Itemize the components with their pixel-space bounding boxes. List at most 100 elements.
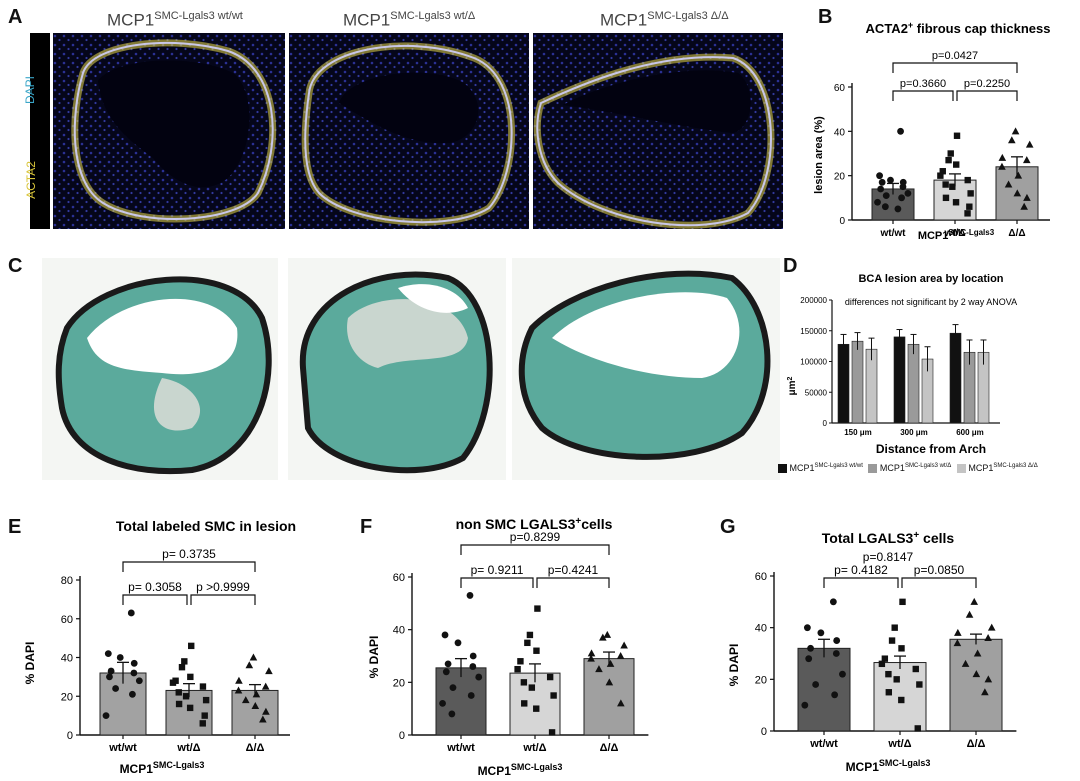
chart-d-xtick-label: 600 μm xyxy=(956,428,984,437)
chart-b-point xyxy=(898,194,905,202)
chart-e-ylabel: % DAPI xyxy=(23,642,37,685)
panel-a-title-2: MCP1SMC-Lgals3 wt/Δ xyxy=(343,10,476,30)
chart-b: ACTA2+ fibrous cap thickness lesion area… xyxy=(813,20,1050,242)
chart-g-point xyxy=(973,649,982,657)
chart-b-point xyxy=(878,178,886,186)
chart-b-point xyxy=(1014,171,1023,179)
chart-e-ytick-label: 20 xyxy=(61,691,73,703)
chart-g-point xyxy=(885,689,893,696)
chart-g-point xyxy=(881,655,889,662)
chart-g-point xyxy=(914,725,921,732)
chart-g-ytick-label: 0 xyxy=(761,726,767,738)
chart-e-point xyxy=(112,685,119,692)
chart-g-point xyxy=(888,637,896,644)
chart-e-point xyxy=(182,693,190,700)
chart-b-xtick-label: wt/wt xyxy=(880,228,907,239)
chart-d-bar xyxy=(907,343,920,424)
chart-b-point xyxy=(942,194,950,202)
chart-e-bracket xyxy=(122,594,188,605)
chart-f-point xyxy=(616,652,625,659)
histology-wt-wt-svg xyxy=(42,258,278,480)
chart-b-ylabel: lesion area (%) xyxy=(813,116,825,194)
chart-e-point xyxy=(175,700,183,708)
chart-f-point xyxy=(517,658,524,665)
chart-f-point xyxy=(587,654,595,662)
chart-g-point xyxy=(953,639,962,647)
chart-b-point xyxy=(881,203,889,211)
chart-f-pvalue-label: p=0.8299 xyxy=(510,530,561,544)
chart-e-point xyxy=(262,707,270,715)
chart-b-point xyxy=(998,153,1007,161)
chart-b-point xyxy=(966,203,973,210)
panel-letter-d: D xyxy=(783,255,798,277)
chart-f-point xyxy=(469,663,477,670)
chart-f-point xyxy=(526,631,534,639)
chart-e-pvalue-label: p= 0.3735 xyxy=(162,547,216,561)
chart-f-point xyxy=(444,660,452,668)
chart-f-ytick-label: 20 xyxy=(393,677,405,689)
chart-g-point xyxy=(898,696,905,704)
chart-f-point xyxy=(466,592,474,599)
legend-swatch-1 xyxy=(778,464,787,474)
chart-f-point xyxy=(439,700,446,707)
chart-g-point xyxy=(984,675,993,683)
chart-g-xtick-label: wt/Δ xyxy=(887,738,911,750)
chart-b-xtick-label: wt/Δ xyxy=(943,228,965,239)
acta2-label: ACTA2 xyxy=(23,161,38,199)
chart-e-point xyxy=(178,663,186,671)
chart-b-point xyxy=(998,162,1006,170)
chart-e-point xyxy=(251,701,260,709)
chart-b-point xyxy=(877,185,885,193)
panel-a-title-1: MCP1SMC-Lgals3 wt/wt xyxy=(107,10,243,30)
chart-g-point xyxy=(801,701,809,709)
chart-b-point xyxy=(874,198,881,206)
chart-e-point xyxy=(259,715,267,723)
chart-f-point xyxy=(524,639,531,647)
chart-f-point xyxy=(441,631,449,639)
chart-e-point xyxy=(130,659,138,667)
legend-label-3: MCP1SMC-Lgals3 Δ/Δ xyxy=(968,463,1038,473)
chart-b-point xyxy=(1022,156,1031,164)
chart-f: non SMC LGALS3+cells % DAPI MCP1SMC-Lgal… xyxy=(367,516,649,778)
chart-e-point xyxy=(265,667,273,675)
chart-f-bracket xyxy=(460,577,534,588)
chart-e-point xyxy=(129,690,136,698)
chart-e-point xyxy=(241,696,250,704)
chart-b-ytick-label: 0 xyxy=(839,216,845,227)
legend-swatch-2 xyxy=(868,464,878,474)
chart-g-ylabel: % DAPI xyxy=(727,644,741,687)
legend-label-1: MCP1SMC-Lgals3 wt/wt xyxy=(789,463,863,473)
chart-f-ytick-label: 40 xyxy=(393,625,405,637)
panel-letter-g: G xyxy=(720,516,736,538)
chart-e-point xyxy=(102,712,110,720)
chart-d-bar xyxy=(851,340,864,424)
chart-e-pvalue-label: p= 0.3058 xyxy=(128,580,182,594)
chart-e-point xyxy=(104,650,112,658)
chart-f-xtick-label: wt/Δ xyxy=(522,742,546,754)
stain-label-bar: DAPI ACTA2 xyxy=(23,33,50,229)
chart-d-xtick-label: 150 μm xyxy=(844,428,872,437)
chart-g-point xyxy=(817,629,825,637)
fluorescence-image-wt-delta xyxy=(289,33,529,229)
fluorescence-image-delta-delta xyxy=(533,33,783,229)
chart-f-point xyxy=(449,684,457,691)
chart-f-pvalue-label: p= 0.9211 xyxy=(471,563,524,577)
chart-e-point xyxy=(252,690,261,698)
chart-f-point xyxy=(533,705,540,712)
fluorescence-image-wt-wt xyxy=(53,33,285,229)
chart-e-bracket xyxy=(122,561,256,572)
chart-b-ytick-label: 20 xyxy=(834,172,846,183)
panel-letter-c: C xyxy=(8,255,23,277)
chart-g-title: Total LGALS3+ cells xyxy=(822,530,955,547)
chart-g-point xyxy=(898,645,905,652)
chart-e-point xyxy=(187,673,194,681)
chart-d-ylabel: μm2 xyxy=(787,376,799,395)
chart-f-point xyxy=(469,652,477,660)
chart-b-point xyxy=(1023,193,1031,201)
chart-d-subtitle: differences not significant by 2 way ANO… xyxy=(845,297,1017,307)
chart-g-bracket xyxy=(823,577,899,588)
chart-f-point xyxy=(533,647,540,654)
chart-f-point xyxy=(467,692,475,699)
chart-d-ytick-label: 200000 xyxy=(800,296,827,305)
chart-g-pvalue-label: p= 0.4182 xyxy=(834,563,888,577)
